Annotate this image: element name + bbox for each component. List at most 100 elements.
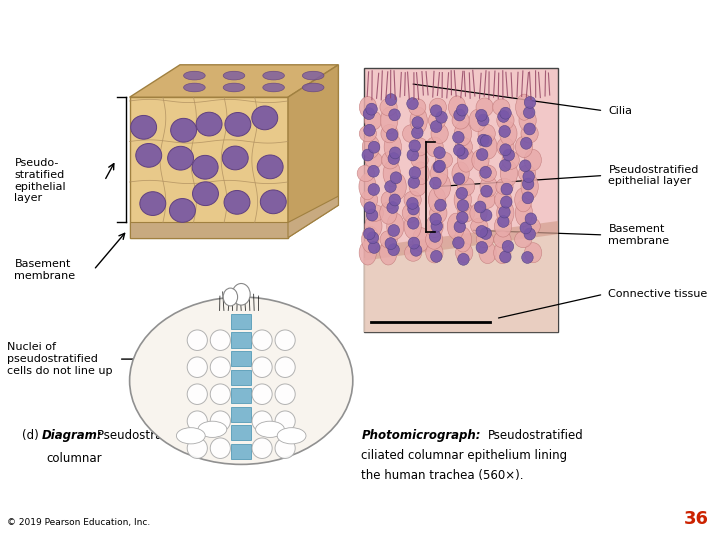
Text: Diagram:: Diagram: (42, 429, 102, 442)
Ellipse shape (277, 428, 306, 444)
Ellipse shape (456, 147, 468, 159)
Ellipse shape (457, 148, 474, 172)
Ellipse shape (457, 200, 469, 212)
Ellipse shape (130, 116, 156, 139)
Ellipse shape (187, 438, 207, 458)
Ellipse shape (275, 411, 295, 431)
Ellipse shape (410, 107, 427, 134)
Ellipse shape (515, 188, 532, 212)
Ellipse shape (476, 98, 493, 117)
Ellipse shape (381, 191, 398, 208)
Ellipse shape (361, 190, 378, 210)
Ellipse shape (428, 112, 446, 129)
Ellipse shape (409, 177, 426, 196)
Ellipse shape (515, 231, 532, 248)
Ellipse shape (387, 129, 398, 140)
Ellipse shape (477, 148, 488, 160)
Bar (231, 369, 251, 384)
Ellipse shape (402, 204, 420, 222)
Polygon shape (130, 65, 338, 97)
Ellipse shape (431, 251, 442, 262)
Ellipse shape (433, 147, 445, 159)
Ellipse shape (433, 161, 444, 173)
Ellipse shape (522, 252, 534, 264)
Ellipse shape (408, 99, 426, 116)
Ellipse shape (302, 83, 324, 92)
Ellipse shape (252, 106, 278, 130)
Ellipse shape (456, 104, 468, 116)
Ellipse shape (518, 165, 536, 181)
Bar (231, 444, 251, 459)
Ellipse shape (500, 144, 511, 156)
Ellipse shape (404, 214, 421, 239)
Ellipse shape (385, 94, 397, 106)
Text: Cilia: Cilia (608, 106, 632, 116)
Ellipse shape (434, 160, 446, 172)
Ellipse shape (171, 118, 197, 142)
Ellipse shape (412, 162, 429, 185)
Ellipse shape (476, 226, 487, 238)
Text: (d): (d) (22, 429, 38, 442)
Ellipse shape (503, 149, 515, 161)
Ellipse shape (480, 176, 498, 197)
Ellipse shape (495, 215, 512, 237)
Ellipse shape (516, 94, 533, 120)
Ellipse shape (368, 165, 379, 177)
Ellipse shape (500, 251, 511, 263)
Ellipse shape (366, 205, 384, 221)
Ellipse shape (379, 240, 397, 265)
Ellipse shape (367, 232, 379, 244)
Ellipse shape (252, 357, 272, 377)
Ellipse shape (210, 330, 230, 350)
Ellipse shape (222, 146, 248, 170)
Ellipse shape (192, 182, 218, 206)
Ellipse shape (523, 218, 540, 235)
Ellipse shape (387, 201, 398, 213)
Ellipse shape (454, 187, 472, 213)
Ellipse shape (411, 138, 428, 156)
Bar (231, 388, 251, 403)
Ellipse shape (408, 237, 420, 249)
Ellipse shape (524, 242, 541, 263)
Ellipse shape (402, 125, 420, 143)
Ellipse shape (210, 384, 230, 404)
Ellipse shape (168, 146, 194, 170)
Ellipse shape (384, 181, 396, 193)
Ellipse shape (140, 192, 166, 215)
Ellipse shape (428, 187, 446, 212)
Ellipse shape (275, 330, 295, 350)
Ellipse shape (426, 230, 443, 249)
Ellipse shape (476, 241, 487, 253)
Bar (231, 425, 251, 441)
Ellipse shape (458, 253, 469, 265)
Ellipse shape (521, 124, 539, 143)
Ellipse shape (523, 106, 535, 118)
Ellipse shape (232, 284, 251, 305)
Ellipse shape (480, 227, 492, 239)
Ellipse shape (453, 237, 464, 249)
Ellipse shape (454, 221, 466, 233)
Ellipse shape (408, 177, 420, 188)
Ellipse shape (412, 117, 423, 129)
Ellipse shape (477, 231, 494, 248)
Bar (364, 68, 558, 332)
Ellipse shape (388, 225, 400, 237)
Ellipse shape (525, 213, 536, 225)
Ellipse shape (223, 71, 245, 80)
Text: Photomicrograph:: Photomicrograph: (361, 429, 481, 442)
Text: Pseudostratified
epithelial layer: Pseudostratified epithelial layer (608, 165, 699, 186)
Ellipse shape (499, 206, 510, 218)
Ellipse shape (413, 228, 430, 251)
Ellipse shape (263, 83, 284, 92)
Ellipse shape (521, 137, 532, 149)
Ellipse shape (435, 199, 446, 211)
Ellipse shape (192, 156, 218, 179)
Ellipse shape (380, 98, 397, 116)
Ellipse shape (426, 215, 444, 238)
Ellipse shape (499, 125, 510, 137)
Ellipse shape (405, 244, 422, 261)
Ellipse shape (469, 109, 487, 132)
Ellipse shape (516, 200, 533, 226)
Ellipse shape (431, 105, 442, 117)
Text: Pseudostratified (ciliated): Pseudostratified (ciliated) (97, 429, 249, 442)
